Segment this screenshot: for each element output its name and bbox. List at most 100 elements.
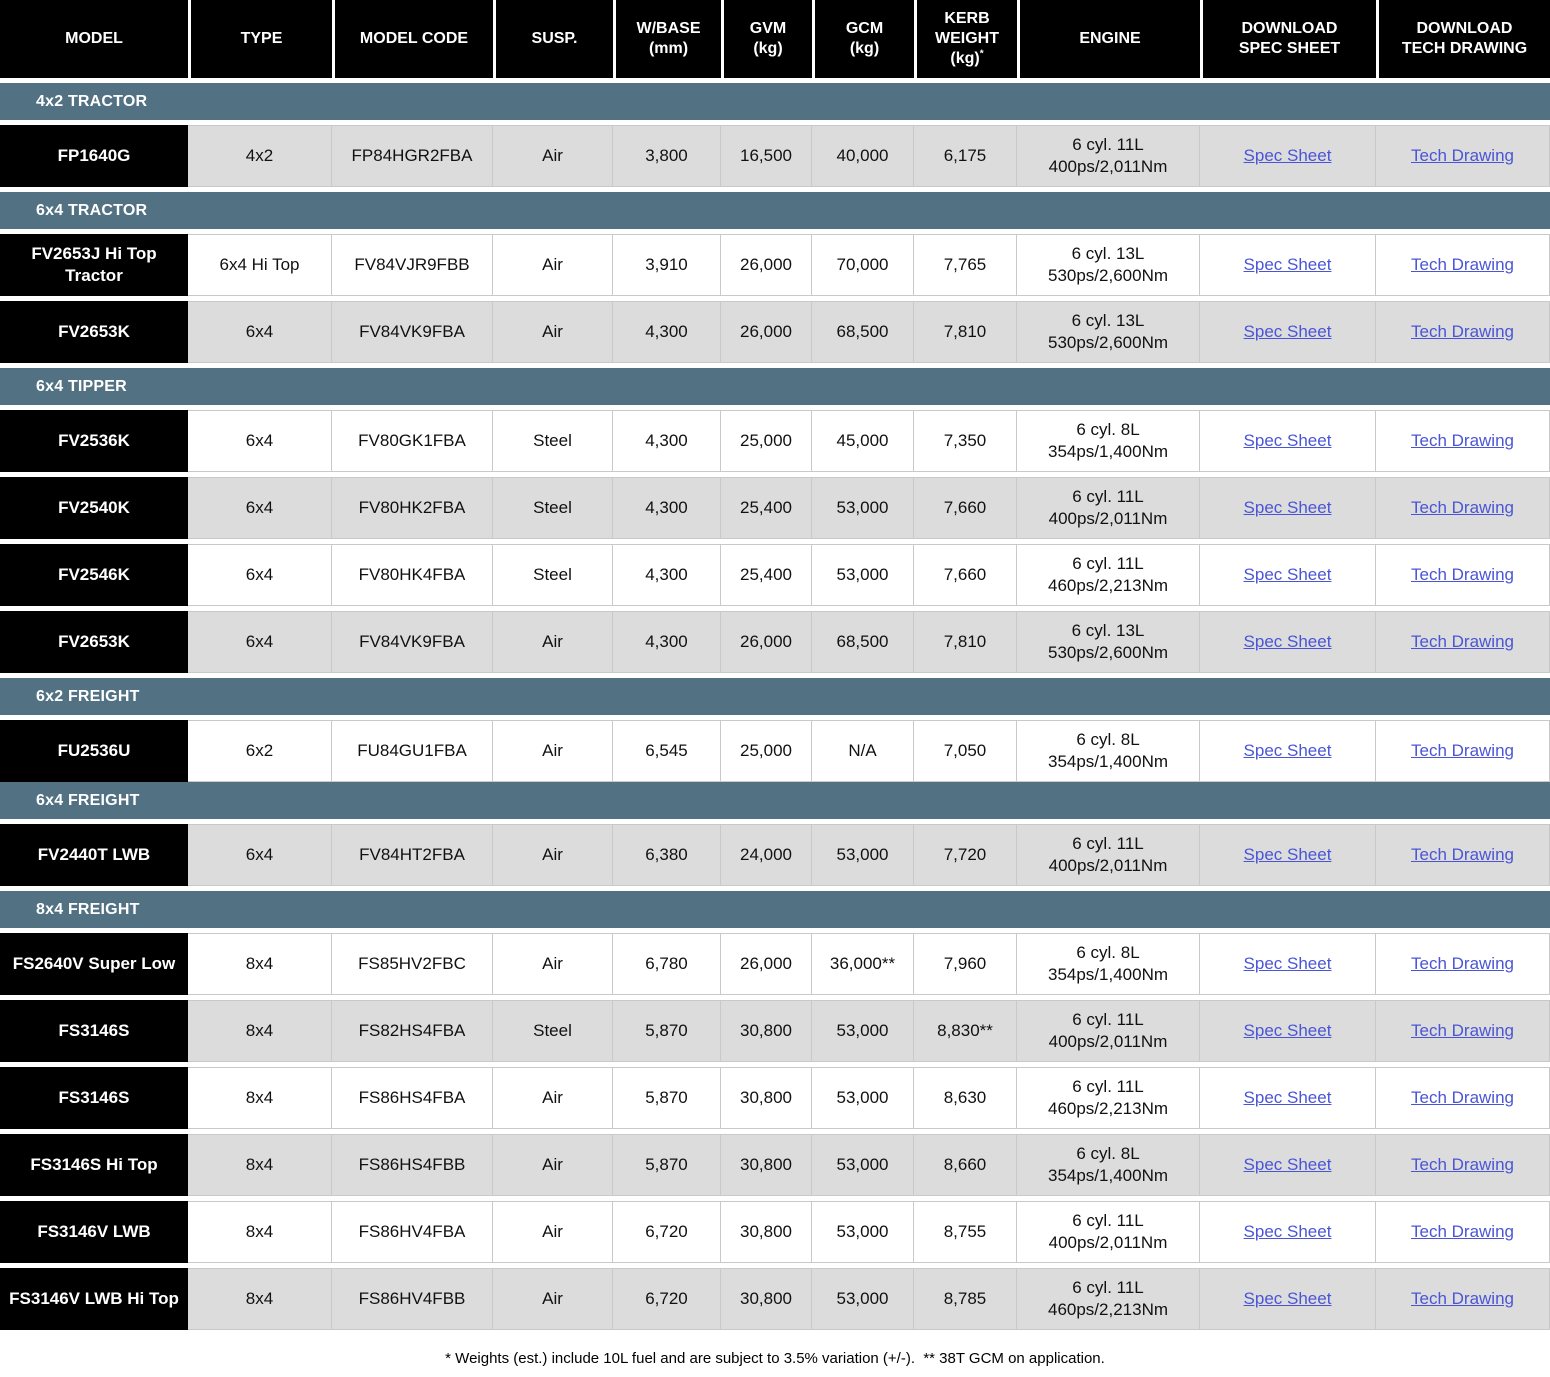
tech-drawing-link[interactable]: Tech Drawing	[1411, 254, 1514, 274]
tech-drawing-link[interactable]: Tech Drawing	[1411, 564, 1514, 584]
spec-sheet-link[interactable]: Spec Sheet	[1243, 321, 1332, 341]
spec-sheet-link[interactable]: Spec Sheet	[1243, 497, 1332, 517]
model-code-cell: FU84GU1FBA	[332, 721, 493, 781]
gvm-cell: 25,000	[721, 721, 812, 781]
spec-sheet-link[interactable]: Spec Sheet	[1243, 430, 1332, 450]
kerb-weight-cell: 8,785	[914, 1269, 1017, 1329]
spec-sheet-cell: Spec Sheet	[1200, 302, 1376, 362]
col-header-label: DOWNLOAD SPEC SHEET	[1238, 20, 1341, 57]
spec-sheet-cell: Spec Sheet	[1200, 1068, 1376, 1128]
engine-cell: 6 cyl. 13L 530ps/2,600Nm	[1017, 235, 1200, 295]
tech-drawing-link[interactable]: Tech Drawing	[1411, 145, 1514, 165]
tech-drawing-link[interactable]: Tech Drawing	[1411, 844, 1514, 864]
spec-sheet-link[interactable]: Spec Sheet	[1243, 953, 1332, 973]
kerb-weight-cell: 7,960	[914, 934, 1017, 994]
col-header-kerb-weight: KERB WEIGHT (kg)*	[914, 0, 1017, 78]
tech-drawing-link[interactable]: Tech Drawing	[1411, 1221, 1514, 1241]
engine-cell: 6 cyl. 8L 354ps/1,400Nm	[1017, 411, 1200, 471]
model-cell: FV2536K	[0, 410, 188, 472]
section-title: 6x4 TIPPER	[36, 377, 127, 395]
kerb-weight-cell: 7,720	[914, 825, 1017, 885]
spec-sheet-link[interactable]: Spec Sheet	[1243, 1087, 1332, 1107]
susp-cell: Air	[493, 1269, 613, 1329]
type-cell: 6x4	[188, 545, 332, 605]
gcm-cell: 53,000	[812, 1269, 914, 1329]
engine-cell: 6 cyl. 11L 460ps/2,213Nm	[1017, 545, 1200, 605]
tech-drawing-link[interactable]: Tech Drawing	[1411, 1020, 1514, 1040]
model-code-cell: FS86HS4FBB	[332, 1135, 493, 1195]
tech-drawing-link[interactable]: Tech Drawing	[1411, 430, 1514, 450]
gcm-cell: 68,500	[812, 302, 914, 362]
type-cell: 4x2	[188, 126, 332, 186]
col-header-label: GCM (kg)	[845, 20, 884, 57]
spec-sheet-cell: Spec Sheet	[1200, 1135, 1376, 1195]
tech-drawing-link[interactable]: Tech Drawing	[1411, 740, 1514, 760]
kerb-weight-cell: 7,765	[914, 235, 1017, 295]
col-header-gvm: GVM (kg)	[721, 0, 812, 78]
tech-drawing-cell: Tech Drawing	[1376, 478, 1550, 538]
spec-sheet-link[interactable]: Spec Sheet	[1243, 564, 1332, 584]
engine-cell: 6 cyl. 13L 530ps/2,600Nm	[1017, 302, 1200, 362]
tech-drawing-cell: Tech Drawing	[1376, 411, 1550, 471]
kerb-weight-cell: 6,175	[914, 126, 1017, 186]
gvm-cell: 16,500	[721, 126, 812, 186]
kerb-weight-cell: 7,810	[914, 612, 1017, 672]
gvm-cell: 26,000	[721, 612, 812, 672]
wbase-cell: 6,720	[613, 1202, 721, 1262]
engine-cell: 6 cyl. 11L 400ps/2,011Nm	[1017, 825, 1200, 885]
gvm-cell: 25,000	[721, 411, 812, 471]
tech-drawing-link[interactable]: Tech Drawing	[1411, 953, 1514, 973]
type-cell: 8x4	[188, 1269, 332, 1329]
tech-drawing-link[interactable]: Tech Drawing	[1411, 631, 1514, 651]
kerb-weight-cell: 8,830**	[914, 1001, 1017, 1061]
spec-sheet-cell: Spec Sheet	[1200, 545, 1376, 605]
model-cell: FV2653K	[0, 301, 188, 363]
spec-sheet-link[interactable]: Spec Sheet	[1243, 844, 1332, 864]
table-row: FS3146S 8x4 FS82HS4FBA Steel 5,870 30,800 53,0…	[0, 1000, 1550, 1062]
wbase-cell: 3,910	[613, 235, 721, 295]
tech-drawing-link[interactable]: Tech Drawing	[1411, 497, 1514, 517]
model-cell: FS3146S	[0, 1000, 188, 1062]
type-cell: 8x4	[188, 1001, 332, 1061]
table-row: FV2540K 6x4 FV80HK2FBA Steel 4,300 25,400 53,0…	[0, 477, 1550, 539]
spec-sheet-cell: Spec Sheet	[1200, 721, 1376, 781]
model-code-cell: FS86HV4FBA	[332, 1202, 493, 1262]
tech-drawing-cell: Tech Drawing	[1376, 1202, 1550, 1262]
spec-sheet-link[interactable]: Spec Sheet	[1243, 254, 1332, 274]
gcm-cell: 70,000	[812, 235, 914, 295]
wbase-cell: 6,545	[613, 721, 721, 781]
tech-drawing-cell: Tech Drawing	[1376, 126, 1550, 186]
model-cell: FV2546K	[0, 544, 188, 606]
spec-sheet-cell: Spec Sheet	[1200, 235, 1376, 295]
spec-sheet-link[interactable]: Spec Sheet	[1243, 1288, 1332, 1308]
gvm-cell: 26,000	[721, 302, 812, 362]
col-header-type: TYPE	[188, 0, 332, 78]
tech-drawing-link[interactable]: Tech Drawing	[1411, 1154, 1514, 1174]
section-header: 6x4 FREIGHT	[0, 782, 1550, 819]
spec-sheet-link[interactable]: Spec Sheet	[1243, 145, 1332, 165]
model-code-cell: FV84VK9FBA	[332, 612, 493, 672]
spec-sheet-link[interactable]: Spec Sheet	[1243, 740, 1332, 760]
tech-drawing-link[interactable]: Tech Drawing	[1411, 321, 1514, 341]
tech-drawing-cell: Tech Drawing	[1376, 721, 1550, 781]
type-cell: 8x4	[188, 1068, 332, 1128]
tech-drawing-link[interactable]: Tech Drawing	[1411, 1288, 1514, 1308]
col-header-label: DOWNLOAD TECH DRAWING	[1401, 20, 1528, 57]
spec-sheet-link[interactable]: Spec Sheet	[1243, 631, 1332, 651]
engine-cell: 6 cyl. 11L 460ps/2,213Nm	[1017, 1068, 1200, 1128]
model-code-cell: FV80HK4FBA	[332, 545, 493, 605]
spec-sheet-link[interactable]: Spec Sheet	[1243, 1020, 1332, 1040]
gcm-cell: 45,000	[812, 411, 914, 471]
spec-sheet-link[interactable]: Spec Sheet	[1243, 1221, 1332, 1241]
susp-cell: Air	[493, 721, 613, 781]
susp-cell: Air	[493, 1068, 613, 1128]
spec-sheet-cell: Spec Sheet	[1200, 1269, 1376, 1329]
section-header: 6x4 TRACTOR	[0, 192, 1550, 229]
section-title: 6x2 FREIGHT	[36, 687, 140, 705]
col-header-label: SUSP.	[531, 30, 578, 47]
engine-cell: 6 cyl. 8L 354ps/1,400Nm	[1017, 934, 1200, 994]
spec-sheet-link[interactable]: Spec Sheet	[1243, 1154, 1332, 1174]
tech-drawing-link[interactable]: Tech Drawing	[1411, 1087, 1514, 1107]
engine-cell: 6 cyl. 11L 400ps/2,011Nm	[1017, 1001, 1200, 1061]
